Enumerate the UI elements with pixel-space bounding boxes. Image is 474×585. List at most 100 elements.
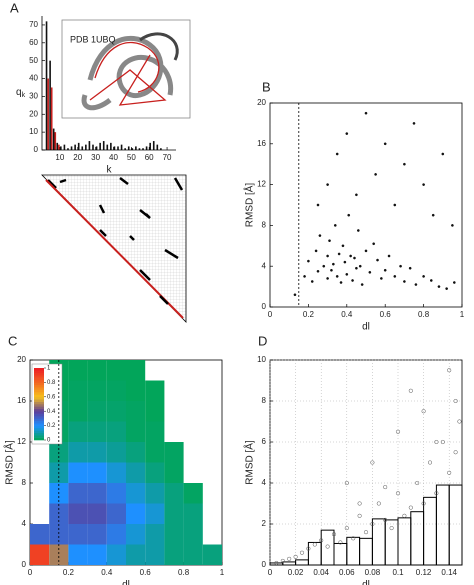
point bbox=[335, 152, 339, 156]
bar bbox=[138, 148, 141, 150]
colorbar-step bbox=[34, 368, 44, 371]
bar bbox=[135, 146, 137, 150]
x-tick-label: 0.08 bbox=[365, 568, 381, 577]
plot-frame bbox=[269, 102, 463, 308]
point bbox=[395, 491, 401, 496]
point bbox=[347, 213, 351, 217]
cell bbox=[164, 503, 184, 524]
cell bbox=[183, 503, 203, 524]
bar bbox=[50, 87, 53, 150]
colorbar-step bbox=[34, 435, 44, 438]
bar bbox=[67, 148, 69, 150]
bar bbox=[106, 144, 109, 150]
bar bbox=[113, 146, 116, 150]
colorbar-step bbox=[34, 430, 44, 434]
cell bbox=[145, 503, 165, 524]
cell bbox=[87, 544, 107, 565]
x-tick-label: 0.02 bbox=[288, 568, 304, 577]
bar bbox=[160, 148, 162, 150]
cell bbox=[164, 544, 184, 565]
colorbar-step bbox=[34, 399, 44, 402]
point bbox=[355, 266, 358, 270]
x-axis-label: dl bbox=[362, 580, 370, 585]
y-axis-label: RMSD [Å] bbox=[243, 183, 256, 228]
point bbox=[440, 439, 445, 445]
point bbox=[415, 480, 420, 486]
point bbox=[434, 491, 439, 496]
point bbox=[343, 260, 347, 264]
point bbox=[345, 273, 349, 276]
colorbar-tick-label: 0 bbox=[47, 438, 51, 444]
x-tick-label: 0.04 bbox=[313, 568, 329, 577]
cell bbox=[87, 421, 107, 442]
cell bbox=[106, 380, 126, 401]
colorbar-tick-label: 0.8 bbox=[47, 380, 56, 386]
colorbar-step bbox=[34, 401, 44, 405]
cell bbox=[145, 421, 165, 442]
cell bbox=[126, 380, 146, 401]
panel-label: B bbox=[262, 79, 271, 94]
x-tick-label: 0.8 bbox=[178, 568, 190, 577]
y-tick-label: 12 bbox=[17, 437, 26, 446]
cell bbox=[145, 544, 165, 565]
point bbox=[389, 526, 394, 531]
y-tick-label: 0 bbox=[262, 302, 267, 311]
x-tick-label: 1 bbox=[460, 310, 465, 319]
protein-inset: PDB 1UBQ bbox=[61, 19, 191, 119]
cell bbox=[68, 380, 88, 401]
x-tick-label: 70 bbox=[163, 153, 172, 162]
bar bbox=[92, 144, 94, 150]
point bbox=[447, 368, 452, 373]
x-tick-label: 50 bbox=[127, 153, 136, 162]
colorbar-step bbox=[34, 404, 44, 407]
x-tick-label: 1 bbox=[220, 568, 225, 577]
point bbox=[338, 540, 343, 545]
y-tick-label: 20 bbox=[257, 98, 266, 107]
point bbox=[330, 268, 333, 272]
colorbar-step bbox=[34, 382, 44, 386]
colorbar-step bbox=[34, 392, 44, 395]
y-tick-label: 8 bbox=[262, 221, 267, 230]
point bbox=[383, 517, 388, 522]
colorbar-tick-label: 1 bbox=[47, 366, 51, 372]
x-tick-label: 0.14 bbox=[441, 568, 457, 577]
x-tick-label: 0.1 bbox=[392, 568, 404, 577]
point bbox=[349, 254, 352, 258]
point bbox=[356, 229, 360, 232]
point bbox=[299, 550, 305, 555]
point bbox=[353, 256, 356, 260]
point bbox=[447, 470, 452, 475]
cell bbox=[126, 401, 146, 422]
point bbox=[344, 480, 349, 486]
y-tick-label: 8 bbox=[262, 396, 267, 405]
point bbox=[376, 258, 379, 262]
point bbox=[387, 254, 391, 258]
colorbar-step bbox=[34, 425, 44, 429]
cell bbox=[106, 360, 126, 381]
x-tick-label: 0.4 bbox=[101, 568, 113, 577]
cell bbox=[68, 442, 88, 463]
bar bbox=[63, 144, 66, 150]
point bbox=[393, 203, 397, 207]
bar bbox=[49, 60, 51, 150]
point bbox=[395, 429, 401, 434]
colorbar-tick-label: 0.2 bbox=[47, 423, 56, 429]
cell bbox=[87, 483, 107, 504]
cell bbox=[126, 544, 146, 565]
point bbox=[434, 439, 439, 445]
y-tick-label: 50 bbox=[29, 56, 38, 65]
bar bbox=[45, 21, 48, 150]
bar bbox=[156, 144, 159, 150]
colorbar-tick-label: 0.6 bbox=[47, 394, 56, 400]
colorbar-step bbox=[34, 380, 44, 383]
axis-line bbox=[41, 16, 176, 151]
point bbox=[363, 530, 369, 535]
cell bbox=[183, 524, 203, 545]
colorbar-step bbox=[34, 420, 44, 424]
cell bbox=[126, 524, 146, 545]
bar bbox=[54, 132, 57, 150]
panel-label: D bbox=[258, 333, 267, 348]
panel-label: C bbox=[8, 333, 17, 348]
point bbox=[414, 283, 418, 286]
point bbox=[318, 234, 322, 237]
